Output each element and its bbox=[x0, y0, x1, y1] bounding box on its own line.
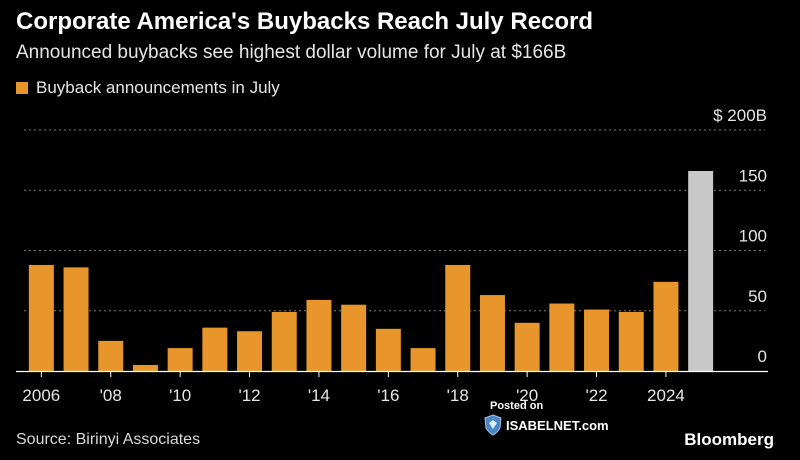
bar-2016 bbox=[375, 328, 401, 371]
bar-2012 bbox=[237, 331, 263, 371]
bar-2019 bbox=[479, 295, 505, 371]
x-tick-label: 2024 bbox=[647, 386, 685, 405]
chart-subtitle: Announced buybacks see highest dollar vo… bbox=[16, 42, 567, 63]
x-tick-label: '14 bbox=[308, 386, 330, 405]
y-tick-label: 0 bbox=[758, 347, 767, 366]
bar-2013 bbox=[271, 311, 297, 371]
bar-2008 bbox=[98, 340, 124, 371]
x-tick-label: '12 bbox=[238, 386, 260, 405]
legend-swatch bbox=[16, 82, 28, 94]
bar-2011 bbox=[202, 327, 228, 371]
bar-2021 bbox=[549, 303, 575, 371]
x-tick-label: '22 bbox=[585, 386, 607, 405]
legend-label: Buyback announcements in July bbox=[36, 78, 280, 97]
bar-2023 bbox=[618, 311, 644, 371]
shield-icon bbox=[484, 414, 502, 436]
y-tick-label: 100 bbox=[739, 227, 767, 246]
y-tick-label: $ 200B bbox=[713, 106, 767, 125]
x-tick-label: '08 bbox=[100, 386, 122, 405]
bar-2015 bbox=[341, 304, 367, 371]
bar-2018 bbox=[445, 264, 471, 371]
legend: Buyback announcements in July bbox=[16, 78, 280, 98]
bar-2024 bbox=[653, 281, 679, 371]
x-tick-label: '10 bbox=[169, 386, 191, 405]
bar-2006 bbox=[28, 264, 54, 371]
bar-2010 bbox=[167, 348, 193, 371]
bar-2017 bbox=[410, 348, 436, 371]
y-tick-label: 50 bbox=[748, 287, 767, 306]
x-tick-label: 2006 bbox=[22, 386, 60, 405]
watermark-site-text: ISABELNET.com bbox=[506, 418, 609, 433]
y-tick-label: 150 bbox=[739, 166, 767, 185]
isabelnet-watermark: Posted on ISABELNET.com bbox=[484, 400, 624, 440]
bar-2020 bbox=[514, 322, 540, 371]
bar-2025 bbox=[688, 170, 714, 371]
bar-2009 bbox=[132, 364, 158, 371]
x-tick-label: '18 bbox=[447, 386, 469, 405]
x-tick-label: '16 bbox=[377, 386, 399, 405]
bar-2007 bbox=[63, 267, 89, 371]
bar-2022 bbox=[584, 309, 610, 371]
bar-2014 bbox=[306, 299, 332, 371]
x-tick-label: '20 bbox=[516, 386, 538, 405]
chart-title: Corporate America's Buybacks Reach July … bbox=[16, 8, 594, 35]
watermark-posted-text: Posted on bbox=[490, 400, 544, 412]
source-note: Source: Birinyi Associates bbox=[16, 431, 201, 448]
bloomberg-logo: Bloomberg bbox=[684, 430, 774, 449]
